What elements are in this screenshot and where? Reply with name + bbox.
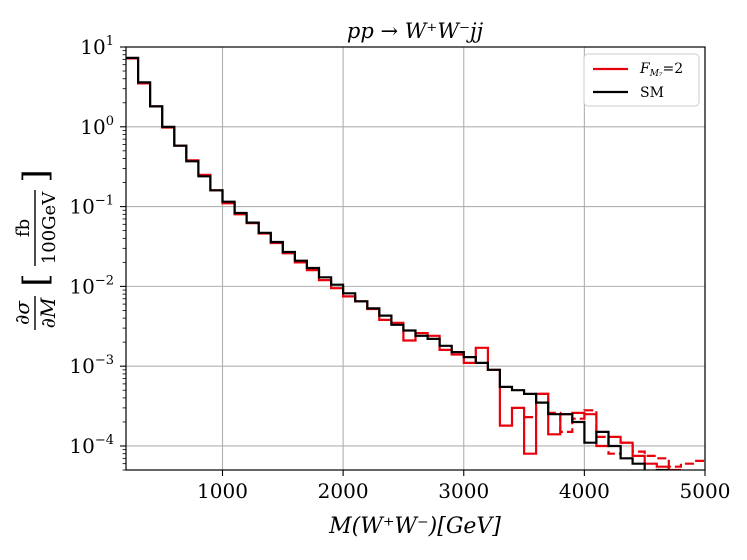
x-tick-label-3000: 3000	[438, 479, 489, 503]
y-tick-label-3: 10−1	[69, 194, 114, 219]
x-tick-label-1000: 1000	[197, 479, 248, 503]
legend-label-fm7: FM₇=2	[639, 61, 683, 79]
y-tick-label-4: 100	[80, 114, 114, 139]
x-tick-label-2000: 2000	[318, 479, 369, 503]
y-tick-label-1: 10−3	[69, 353, 114, 378]
y-label-unit-numerator: fb	[13, 219, 34, 237]
series-line	[126, 56, 670, 470]
legend-label-sm: SM	[640, 85, 664, 101]
y-label-bracket-right: ]	[16, 169, 56, 182]
x-axis-label: M(W⁺W⁻)[GeV]	[328, 514, 501, 539]
grid-lines	[126, 46, 706, 470]
series-fm7	[126, 57, 681, 470]
plot-frame	[125, 46, 706, 471]
series-layer	[126, 56, 705, 470]
x-tick-label-5000: 5000	[680, 479, 731, 503]
series-fm7-dashed	[524, 392, 705, 468]
series-line	[126, 57, 681, 470]
x-tick-label-4000: 4000	[559, 479, 610, 503]
chart-title: pp → W⁺W⁻jj	[347, 19, 484, 43]
x-axis-ticks: 1000 2000 3000 4000 5000	[197, 470, 730, 503]
series-sm	[126, 56, 670, 470]
y-label-denominator: ∂M	[36, 297, 60, 328]
legend: FM₇=2 SM	[583, 53, 700, 107]
y-axis-label: ∂σ ∂M [ fb 100GeV ]	[10, 169, 60, 330]
series-line	[524, 392, 705, 468]
y-tick-label-0: 10−4	[69, 433, 114, 458]
y-label-unit-denominator: 100GeV	[39, 191, 60, 264]
y-label-numerator: ∂σ	[10, 300, 34, 325]
y-tick-label-5: 101	[80, 34, 114, 59]
y-axis-ticks: 10−4 10−3 10−2 10−1 100 101	[69, 34, 126, 471]
y-label-bracket-left: [	[16, 273, 56, 286]
y-tick-label-2: 10−2	[69, 273, 114, 298]
